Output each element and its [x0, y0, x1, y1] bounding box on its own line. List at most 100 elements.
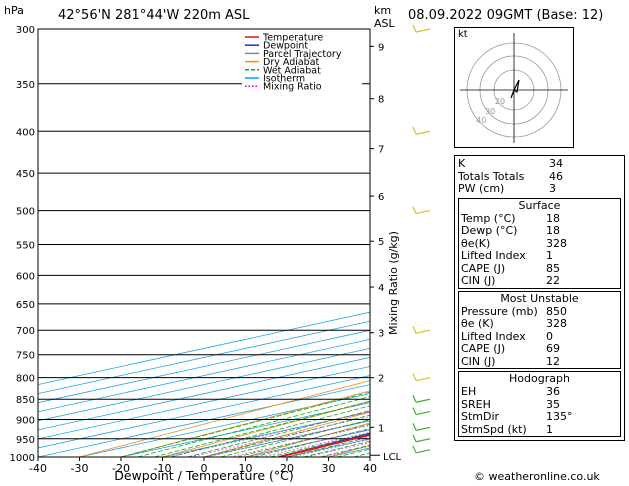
- hodograph-ring-label: 40: [476, 116, 486, 125]
- surface-row: Dewp (°C) 18: [459, 224, 620, 238]
- surface-label: θe(K): [461, 236, 491, 250]
- hodograph-panel: kt 40 30 20: [454, 27, 574, 148]
- hodograph-title: Hodograph: [509, 372, 570, 385]
- x-tick-label: -40: [29, 462, 47, 475]
- hpa-label: hPa: [4, 4, 24, 17]
- footer-credit: © weatheronline.co.uk: [474, 470, 600, 483]
- km-tick-label: 6: [378, 192, 384, 203]
- surface-row: CIN (J) 22: [459, 274, 620, 288]
- wet-adiabat-line: [154, 400, 370, 457]
- km-tick-label: 3: [378, 329, 384, 340]
- isotherm-line: [38, 357, 370, 431]
- most-unstable-row: CIN (J) 12: [459, 355, 620, 369]
- isotherm-line: [38, 329, 370, 404]
- surface-label: CAPE (J): [461, 261, 506, 275]
- index-label: PW (cm): [458, 182, 505, 195]
- wind-barb-flag: [412, 206, 417, 214]
- wind-barb-flag: [412, 423, 417, 431]
- wind-barb: [415, 438, 431, 443]
- x-tick-label: 10: [239, 462, 253, 475]
- wind-barb-flag: [412, 325, 417, 334]
- wind-barb: [415, 377, 431, 382]
- most-unstable-row: Pressure (mb) 850: [459, 304, 620, 319]
- surface-value: 85: [546, 261, 560, 275]
- index-label: Totals Totals: [458, 169, 525, 183]
- wind-barb-flag: [412, 434, 417, 443]
- wind-barb: [415, 426, 431, 431]
- legend-box: [242, 30, 362, 92]
- index-row: PW (cm) 3: [455, 182, 624, 196]
- wet-adiabat-line: [170, 405, 370, 457]
- hodograph-row: EH 36: [459, 385, 620, 399]
- pressure-tick-label: 900: [16, 416, 35, 427]
- legend-label: Parcel Trajectory: [263, 49, 342, 60]
- index-value: 3: [549, 182, 556, 195]
- km-tick-label: 4: [378, 283, 384, 294]
- surface-row: θe(K) 328: [459, 236, 620, 251]
- x-tick-label: -10: [154, 462, 172, 475]
- wind-barb-flag: [412, 445, 417, 454]
- most-unstable-label: CAPE (J): [461, 342, 506, 355]
- legend-label: Isotherm: [263, 74, 305, 85]
- legend-label: Dry Adiabat: [263, 57, 320, 68]
- pressure-tick-label: 650: [16, 300, 35, 311]
- most-unstable-row: Lifted Index 0: [459, 329, 620, 344]
- pressure-tick-label: 950: [16, 435, 35, 446]
- pressure-tick-label: 500: [16, 207, 35, 218]
- most-unstable-label: Pressure (mb): [461, 304, 538, 318]
- hodograph-row: SREH 35: [459, 397, 620, 412]
- km-tick-label: 5: [378, 237, 384, 248]
- pressure-tick-label: 850: [16, 395, 35, 406]
- legend-label: Temperature: [262, 33, 323, 44]
- mixing-ratio-axis-label: Mixing Ratio (g/kg): [387, 231, 400, 335]
- surface-section: Surface Temp (°C) 18 Dewp (°C) 18 θe(K) 328 Li…: [458, 197, 621, 289]
- pressure-tick-label: 450: [16, 169, 35, 180]
- hodograph-label: StmSpd (kt): [461, 422, 527, 436]
- surface-value: 18: [546, 211, 560, 225]
- most-unstable-section: Most Unstable Pressure (mb) 850 θe (K) 328 L…: [458, 290, 621, 369]
- wind-barb-flag: [412, 127, 417, 135]
- isotherm-line: [38, 347, 370, 422]
- surface-label: Lifted Index: [461, 249, 526, 262]
- wind-barb: [415, 410, 431, 416]
- wet-adiabat-line: [137, 396, 370, 457]
- surface-row: Temp (°C) 18: [459, 211, 620, 226]
- pressure-tick-label: 350: [16, 80, 35, 91]
- dry-adiabat-line: [120, 390, 370, 457]
- hodograph-value: 35: [546, 397, 560, 411]
- most-unstable-label: Lifted Index: [461, 329, 526, 343]
- wind-barb: [415, 28, 431, 33]
- hodograph-trace: [510, 79, 520, 99]
- most-unstable-value: 69: [546, 342, 560, 355]
- most-unstable-value: 0: [546, 329, 553, 343]
- hodograph-label: StmDir: [461, 410, 500, 423]
- legend-label: Dewpoint: [263, 41, 308, 52]
- indices-table: K 34 Totals Totals 46 PW (cm) 3 Surface Temp …: [454, 155, 625, 441]
- x-tick-label: -20: [112, 462, 130, 475]
- x-tick-label: 40: [363, 462, 377, 475]
- lcl-label: LCL: [383, 452, 402, 463]
- surface-value: 328: [546, 236, 567, 250]
- hodograph-ring-label: 30: [485, 107, 495, 116]
- surface-label: CIN (J): [461, 274, 496, 287]
- surface-value: 22: [546, 274, 560, 287]
- pressure-tick-label: 700: [16, 326, 35, 337]
- isotherm-line: [38, 375, 370, 449]
- location-title: 42°56'N 281°44'W 220m ASL: [58, 8, 250, 23]
- x-axis-label: Dewpoint / Temperature (°C): [114, 468, 293, 483]
- surface-row: Lifted Index 1: [459, 249, 620, 263]
- wind-barb-flag: [412, 394, 417, 403]
- legend-label: Mixing Ratio: [263, 82, 322, 93]
- wind-barb: [415, 398, 431, 403]
- isotherm-line: [38, 320, 370, 395]
- isotherm-line: [38, 366, 370, 440]
- legend-label: Wet Adiabat: [263, 65, 321, 76]
- surface-title: Surface: [518, 198, 561, 212]
- hodograph-label: EH: [461, 385, 477, 398]
- km-tick-label: 8: [378, 95, 384, 106]
- index-label: K: [458, 157, 466, 170]
- hodograph-row: StmDir 135°: [459, 410, 620, 424]
- most-unstable-value: 850: [546, 304, 567, 318]
- index-row: K 34: [455, 157, 624, 171]
